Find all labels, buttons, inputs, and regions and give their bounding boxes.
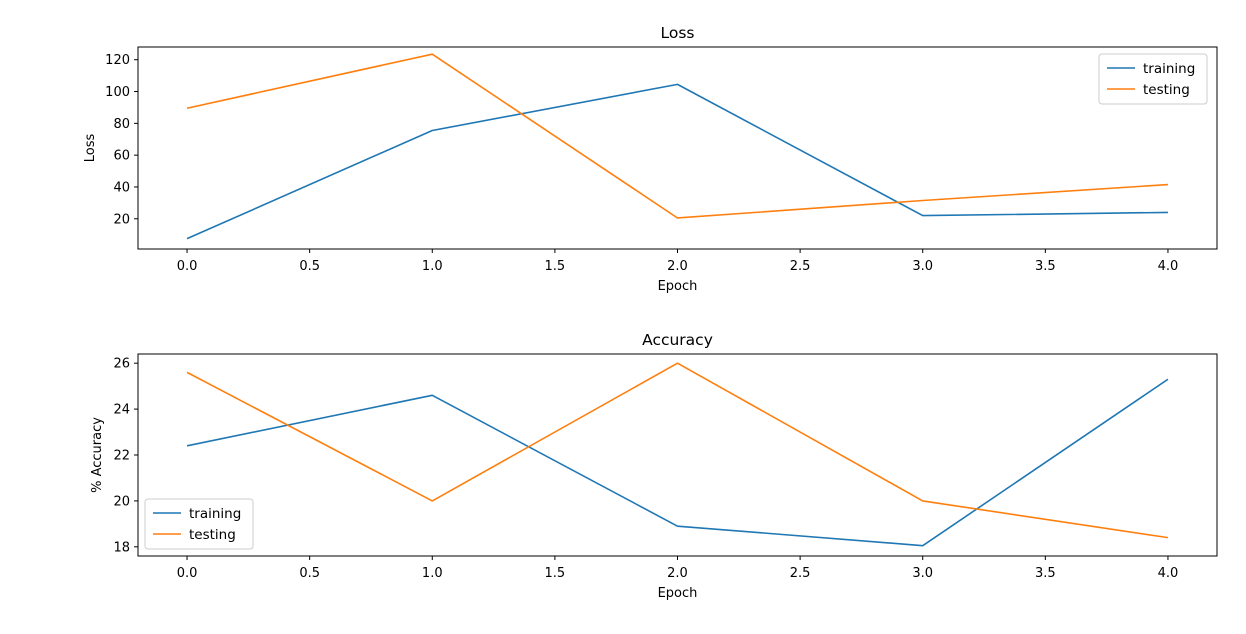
x-axis-label: Epoch: [658, 279, 698, 294]
x-tick-label: 4.0: [1158, 259, 1179, 274]
x-tick-label: 1.0: [422, 259, 443, 274]
x-tick-label: 1.5: [545, 566, 566, 581]
legend: training testing: [1098, 53, 1208, 105]
x-axis-label: Epoch: [658, 586, 698, 601]
x-tick-label: 1.0: [422, 566, 443, 581]
series-line-training: [186, 378, 1169, 547]
x-tick-label: 2.0: [667, 566, 688, 581]
x-tick-label: 1.5: [545, 259, 566, 274]
x-tick-label: 0.5: [299, 259, 320, 274]
plot-frame: [137, 46, 1218, 250]
chart-panel-1: Accuracy 0.0 0.5 1.0 1.5 2.0 2.5 3.0 3.5 4.0 18 20 2…: [90, 331, 1218, 601]
y-tick-label: 24: [113, 403, 130, 418]
chart-panel-0: Loss 0.0 0.5 1.0 1.5 2.0 2.5 3.0 3.5 4.0 20 40 60 80 1…: [83, 24, 1218, 294]
x-tick-label: 4.0: [1158, 566, 1179, 581]
x-tick-label: 2.5: [790, 259, 811, 274]
x-tick-label: 2.0: [667, 259, 688, 274]
series-line-testing: [186, 53, 1169, 219]
legend-box: [144, 498, 254, 550]
chart-title: Accuracy: [642, 331, 713, 349]
legend: training testing: [144, 498, 254, 550]
legend-entry: training: [189, 506, 241, 522]
legend-entry: testing: [189, 527, 236, 543]
x-tick-label: 0.0: [177, 566, 198, 581]
y-tick-label: 26: [113, 357, 130, 372]
x-tick-label: 2.5: [790, 566, 811, 581]
series-line-training: [186, 83, 1168, 240]
y-tick-label: 80: [113, 117, 130, 132]
legend-entry: training: [1143, 61, 1195, 77]
x-tick-label: 3.0: [912, 259, 933, 274]
y-tick-label: 120: [105, 53, 130, 68]
y-tick-label: 20: [113, 212, 130, 227]
series-line-testing: [186, 362, 1169, 539]
y-tick-label: 40: [113, 180, 130, 195]
x-tick-label: 3.5: [1035, 259, 1056, 274]
x-tick-label: 3.5: [1035, 566, 1056, 581]
y-tick-label: 20: [113, 494, 130, 509]
x-tick-label: 0.0: [177, 259, 198, 274]
y-tick-label: 18: [113, 540, 130, 555]
y-tick-label: 22: [113, 449, 130, 464]
chart-title: Loss: [661, 24, 695, 42]
y-tick-label: 100: [105, 85, 130, 100]
plot-frame: [137, 353, 1218, 557]
legend-box: [1098, 53, 1208, 105]
x-tick-label: 3.0: [912, 566, 933, 581]
y-axis-label: % Accuracy: [90, 417, 105, 493]
legend-entry: testing: [1143, 82, 1190, 98]
y-axis-label: Loss: [83, 134, 98, 163]
y-tick-label: 60: [113, 149, 130, 164]
x-tick-label: 0.5: [299, 566, 320, 581]
